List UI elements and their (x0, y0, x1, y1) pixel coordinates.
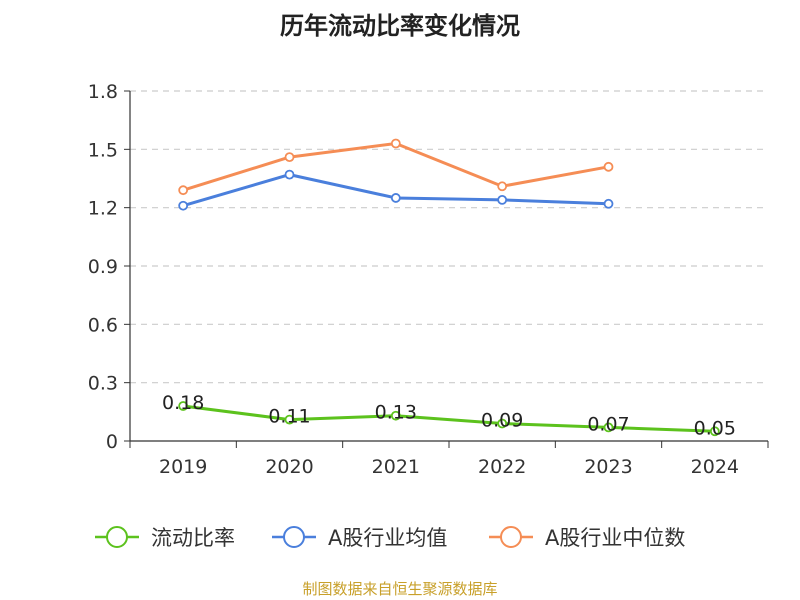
data-point (390, 138, 401, 149)
series-line-1 (182, 404, 715, 433)
data-point (178, 401, 189, 411)
y-tick-label: 0 (106, 431, 118, 453)
legend-label: A股行业均值 (328, 526, 447, 550)
data-point (284, 414, 295, 425)
y-tick-label: 0.9 (88, 256, 118, 278)
data-label: 0.09 (481, 410, 523, 432)
legend-marker (106, 526, 128, 548)
data-point (497, 194, 508, 205)
data-point (603, 161, 614, 172)
data-point (497, 418, 508, 429)
data-point (284, 169, 295, 180)
data-label: 0.18 (162, 392, 204, 414)
x-tick-label: 2019 (159, 456, 207, 478)
y-tick-label: 1.5 (88, 139, 118, 161)
data-point (497, 181, 508, 192)
data-label: 0.11 (268, 406, 310, 428)
legend-marker (283, 526, 305, 548)
legend-label: A股行业中位数 (545, 526, 685, 550)
data-point (603, 198, 614, 209)
series-line-3 (182, 142, 609, 192)
data-label: 0.13 (375, 402, 417, 424)
chart-title: 历年流动比率变化情况 (280, 12, 520, 40)
data-point (178, 185, 189, 196)
data-point (603, 422, 614, 433)
legend-marker (500, 526, 522, 548)
x-tick-label: 2023 (584, 456, 632, 478)
data-point (390, 193, 401, 203)
x-tick-label: 2020 (265, 456, 313, 478)
data-point (390, 410, 401, 421)
data-label: 0.05 (694, 417, 736, 439)
data-label: 0.07 (587, 413, 629, 435)
y-tick-label: 0.3 (88, 373, 118, 395)
data-point (178, 200, 189, 211)
legend-label: 流动比率 (151, 526, 235, 550)
data-point (709, 426, 720, 437)
y-tick-label: 1.8 (88, 81, 118, 103)
x-tick-label: 2021 (372, 456, 420, 478)
source-note: 制图数据来自恒生聚源数据库 (302, 580, 498, 598)
x-tick-label: 2022 (478, 456, 526, 478)
y-tick-label: 0.6 (88, 314, 118, 336)
x-tick-label: 2024 (691, 456, 739, 478)
data-point (284, 152, 295, 163)
y-tick-label: 1.2 (88, 198, 118, 220)
